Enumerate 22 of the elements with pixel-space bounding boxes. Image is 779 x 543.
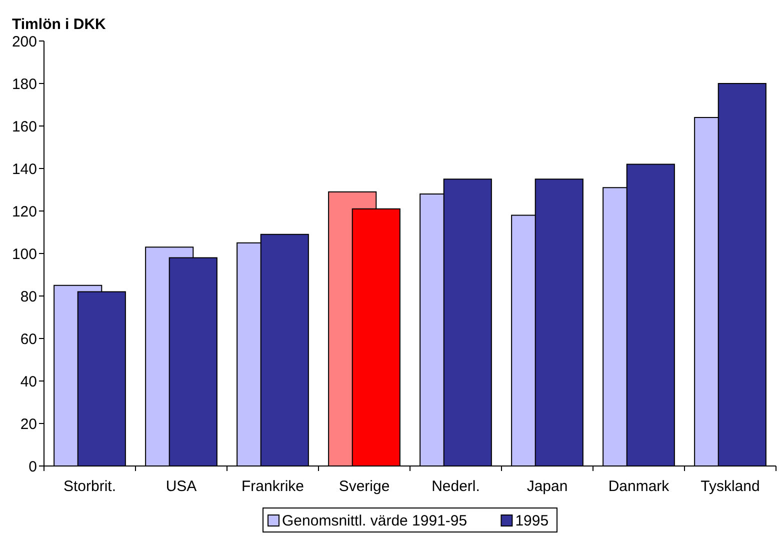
x-tick-label: Frankrike <box>241 478 304 495</box>
y-tick-label: 180 <box>12 76 37 93</box>
x-tick-label: Sverige <box>338 478 390 495</box>
x-tick-label: Danmark <box>608 478 670 495</box>
x-tick-label: Japan <box>526 478 568 495</box>
legend-label: 1995 <box>515 512 549 530</box>
y-tick-label: 60 <box>20 330 37 348</box>
x-tick-label: Nederl. <box>432 478 480 495</box>
legend-label: Genomsnittl. värde 1991-95 <box>282 512 468 530</box>
x-tick-label: USA <box>166 478 197 495</box>
y-tick-label: 0 <box>28 458 37 476</box>
y-tick-label: 140 <box>12 160 37 178</box>
y-tick-label: 120 <box>12 203 37 220</box>
y-axis-title: Timlön i DKK <box>12 16 106 33</box>
y-tick-label: 160 <box>12 118 37 136</box>
y-tick-label: 200 <box>12 33 37 50</box>
y-tick-label: 80 <box>20 288 37 306</box>
y-tick-label: 100 <box>12 246 37 263</box>
y-tick-label: 40 <box>20 373 37 390</box>
y-tick-label: 20 <box>20 416 37 433</box>
x-tick-label: Storbrit. <box>63 478 116 495</box>
x-tick-label: Tyskland <box>700 478 760 495</box>
